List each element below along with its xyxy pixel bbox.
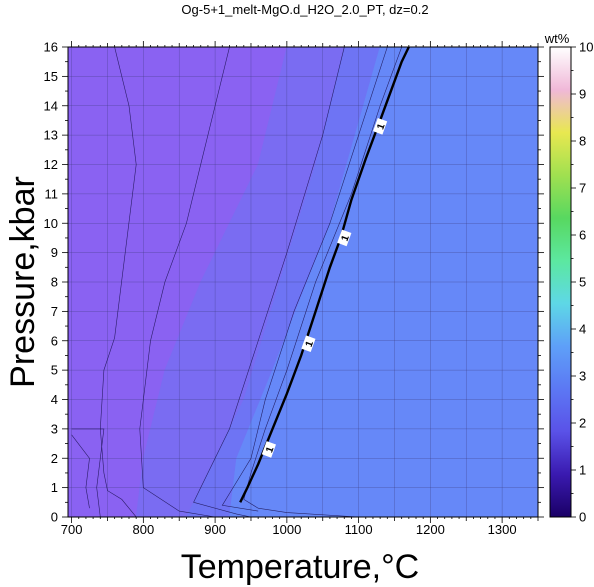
colorbar-ticks: 0 1 2 3 4 5 6 7 8 9 10 — [571, 40, 593, 525]
colorbar-tick-label: 7 — [579, 181, 586, 196]
contour-lines — [71, 47, 402, 517]
y-tick-label: 6 — [51, 333, 58, 348]
contour-label: 1 — [261, 441, 277, 458]
y-tick-label: 12 — [44, 157, 58, 172]
x-tick-label: 800 — [132, 522, 154, 537]
colorbar-tick-label: 5 — [579, 275, 586, 290]
x-axis: 700 800 900 1000 1100 1200 1300 — [61, 41, 539, 537]
colorbar-tick-label: 8 — [579, 134, 586, 149]
colorbar-fill — [549, 46, 572, 518]
colorbar: wt% 0 1 2 3 4 5 6 7 8 9 10 — [544, 31, 594, 525]
chart-title: Og-5+1_melt-MgO.d_H2O_2.0_PT, dz=0.2 — [181, 2, 428, 17]
colorbar-tick-label: 2 — [579, 416, 586, 431]
colorbar-tick-label: 6 — [579, 228, 586, 243]
contour-label: 1 — [373, 118, 388, 135]
contour-line — [193, 47, 345, 517]
contour-label-box — [261, 441, 276, 458]
colorbar-tick-label: 3 — [579, 369, 586, 384]
contour-label: 1 — [301, 335, 316, 352]
y-tick-label: 9 — [51, 245, 58, 260]
contour-label: 1 — [337, 229, 352, 247]
contour-line — [243, 47, 402, 517]
grid-lines — [68, 46, 538, 518]
y-tick-label: 11 — [45, 186, 59, 201]
x-tick-label: 1000 — [272, 522, 301, 537]
colorbar-tick-label: 10 — [579, 40, 593, 55]
colorbar-tick-label: 1 — [579, 463, 586, 478]
y-tick-label: 8 — [51, 275, 58, 290]
y-tick-label: 13 — [44, 128, 58, 143]
contour-line — [221, 47, 388, 512]
contour-line — [139, 47, 230, 517]
colorbar-tick-label: 0 — [579, 510, 586, 525]
y-tick-label: 5 — [51, 363, 58, 378]
contour-label-text: 1 — [304, 339, 316, 348]
x-tick-label: 900 — [204, 522, 226, 537]
x-tick-label: 700 — [61, 522, 83, 537]
x-tick-label: 1100 — [345, 522, 373, 537]
contour-label-box — [337, 229, 352, 247]
y-tick-label: 16 — [44, 40, 58, 55]
colorbar-tick-label: 4 — [579, 322, 586, 337]
contour-line — [71, 428, 105, 517]
y-tick-label: 1 — [51, 480, 58, 495]
y-tick-label: 0 — [51, 510, 58, 525]
y-tick-label: 2 — [51, 451, 58, 466]
contour-label-text: 1 — [264, 445, 276, 454]
x-tick-label: 1300 — [488, 522, 517, 537]
y-tick-label: 7 — [51, 304, 58, 319]
contour-label-text: 1 — [375, 122, 387, 131]
y-tick-label: 10 — [44, 216, 58, 231]
contour-label-box — [301, 335, 316, 352]
y-tick-label: 4 — [51, 392, 58, 407]
y-axis-label: Pressure,kbar — [4, 176, 42, 388]
bold-contour: 1 1 1 1 — [239, 47, 410, 503]
contour-label-text: 1 — [340, 234, 352, 243]
contour-line — [99, 47, 137, 517]
contour-label-box — [373, 118, 388, 135]
colorbar-tick-label: 9 — [579, 87, 586, 102]
contour-line — [71, 434, 90, 509]
x-axis-label: Temperature,°C — [181, 548, 419, 586]
y-tick-label: 14 — [44, 98, 58, 113]
x-tick-label: 1200 — [416, 522, 445, 537]
y-tick-label: 3 — [51, 421, 58, 436]
colorbar-label: wt% — [544, 31, 570, 46]
y-tick-label: 15 — [44, 69, 58, 84]
